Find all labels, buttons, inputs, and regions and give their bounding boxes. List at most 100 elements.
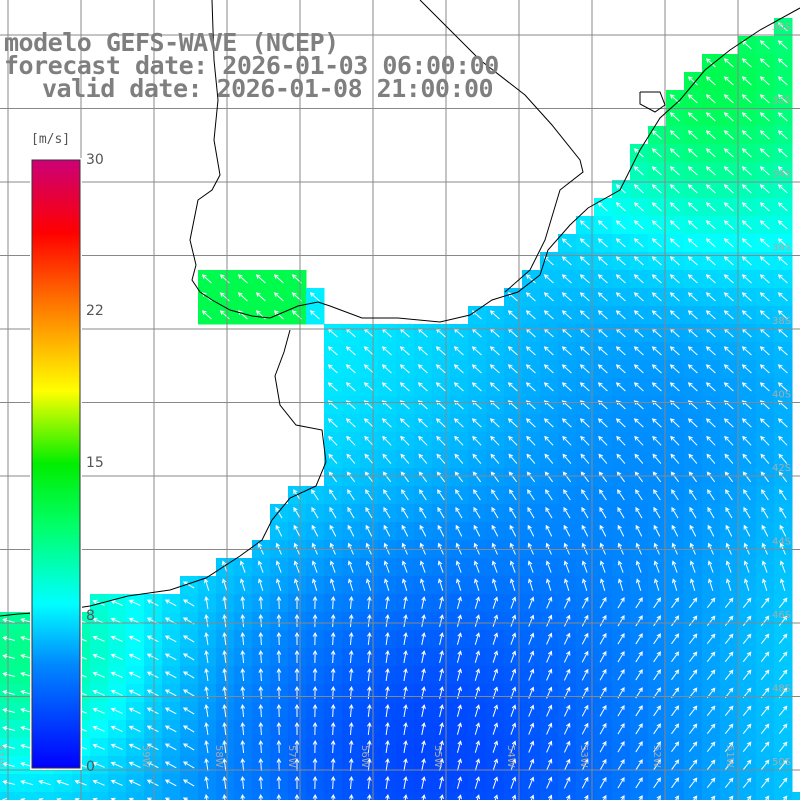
wind-arrow <box>2 690 15 695</box>
wind-arrow <box>689 560 696 573</box>
wind-arrow <box>671 759 680 771</box>
wind-arrow <box>294 757 300 772</box>
wind-arrow <box>275 560 282 573</box>
wind-arrow <box>2 654 15 659</box>
wind-arrow <box>779 560 786 573</box>
wind-arrow <box>778 651 788 663</box>
wind-arrow <box>527 506 535 519</box>
speed-cell <box>648 792 667 800</box>
wind-arrow <box>705 346 716 356</box>
speed-cell <box>162 792 181 800</box>
wind-arrow <box>385 704 390 718</box>
wind-arrow <box>724 759 734 771</box>
wind-arrow <box>687 364 698 374</box>
wind-arrow <box>146 779 159 787</box>
wind-arrow <box>563 524 571 537</box>
wind-arrow <box>546 596 553 609</box>
wind-arrow <box>742 597 752 609</box>
wind-arrow <box>706 597 716 609</box>
wind-arrow <box>489 418 500 428</box>
wind-arrow <box>128 635 141 643</box>
wind-arrow <box>760 669 770 681</box>
wind-arrow <box>669 112 680 122</box>
wind-arrow <box>403 704 408 717</box>
wind-arrow <box>724 615 734 627</box>
wind-arrow <box>741 166 752 176</box>
wind-arrow <box>2 618 15 623</box>
wind-arrow <box>294 703 300 718</box>
wind-arrow <box>563 758 571 771</box>
wind-arrow <box>634 471 644 483</box>
wind-arrow <box>617 632 625 645</box>
wind-arrow <box>435 346 446 356</box>
wind-arrow <box>688 471 698 483</box>
wind-arrow <box>203 578 210 591</box>
wind-arrow <box>581 506 589 519</box>
wind-arrow <box>258 613 264 628</box>
wind-arrow <box>687 292 698 302</box>
wind-arrow <box>182 725 195 733</box>
wind-arrow <box>742 705 752 717</box>
wind-arrow <box>580 435 590 446</box>
wind-arrow <box>688 633 698 645</box>
wind-arrow <box>778 615 788 627</box>
wind-arrow <box>759 274 770 284</box>
wind-arrow <box>330 595 336 610</box>
wind-arrow <box>706 759 716 771</box>
wind-arrow <box>128 779 141 787</box>
wind-arrow <box>510 668 517 681</box>
wind-arrow <box>669 166 680 176</box>
wind-arrow <box>563 596 571 609</box>
wind-arrow <box>760 723 770 735</box>
wind-arrow <box>725 578 732 591</box>
wind-arrow <box>435 364 446 374</box>
wind-arrow <box>258 631 264 646</box>
wind-arrow <box>653 741 661 753</box>
wind-arrow <box>92 635 105 642</box>
wind-arrow <box>688 723 698 735</box>
wind-arrow <box>724 471 734 483</box>
wind-arrow <box>399 364 410 374</box>
wind-arrow <box>204 632 209 646</box>
wind-arrow <box>615 292 626 302</box>
wind-arrow <box>182 743 195 751</box>
wind-arrow <box>689 506 697 519</box>
colorbar <box>30 158 82 770</box>
wind-arrow <box>383 560 390 573</box>
wind-arrow <box>741 94 752 104</box>
wind-arrow <box>561 256 572 266</box>
wind-arrow <box>312 757 318 772</box>
wind-arrow <box>651 418 662 428</box>
wind-arrow <box>492 596 499 609</box>
wind-arrow <box>328 435 338 446</box>
wind-arrow <box>489 346 500 356</box>
wind-arrow <box>543 310 554 320</box>
wind-arrow <box>653 633 661 645</box>
wind-arrow <box>382 453 392 464</box>
wind-arrow <box>620 794 625 800</box>
wind-arrow <box>164 635 177 643</box>
wind-arrow <box>599 524 607 537</box>
wind-arrow <box>471 382 482 392</box>
wind-arrow <box>401 489 409 501</box>
wind-arrow <box>653 524 661 537</box>
wind-arrow <box>110 779 123 786</box>
lat-label: 50S <box>772 757 791 768</box>
wind-arrow <box>385 740 390 754</box>
wind-arrow <box>615 418 626 428</box>
wind-arrow <box>723 112 734 122</box>
wind-arrow <box>400 435 410 446</box>
wind-arrow <box>741 310 752 320</box>
speed-cell <box>522 792 541 800</box>
wind-arrow <box>706 723 716 735</box>
wind-arrow <box>164 653 177 661</box>
wind-arrow <box>383 578 390 591</box>
wind-arrow <box>687 76 698 86</box>
wind-arrow <box>490 471 500 483</box>
wind-arrow <box>492 650 499 663</box>
wind-arrow <box>385 794 390 800</box>
wind-arrow <box>742 723 752 735</box>
wind-arrow <box>456 614 462 627</box>
wind-arrow <box>204 650 209 664</box>
wind-arrow <box>383 524 391 537</box>
